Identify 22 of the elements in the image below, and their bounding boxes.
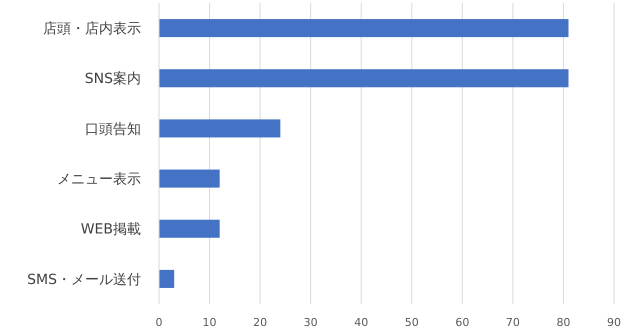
bar [159,119,280,138]
bar [159,170,220,188]
y-tick-label: WEB掲載 [80,222,141,238]
bar [159,270,174,288]
y-tick-label: メニュー表示 [57,171,141,188]
x-tick-label: 50 [404,316,419,329]
y-tick-label: SMS・メール送付 [27,272,141,288]
y-tick-label: 口頭告知 [85,121,141,138]
x-tick-label: 20 [253,316,268,329]
x-tick-label: 70 [506,316,520,329]
x-tick-label: 80 [556,316,570,329]
x-tick-label: 40 [354,316,368,329]
y-tick-label: 店頭・店内表示 [43,20,141,37]
x-tick-label: 90 [607,316,621,329]
x-tick-label: 30 [304,316,318,329]
bar [159,19,568,38]
x-tick-label: 0 [156,316,162,329]
x-tick-label: 60 [455,316,470,329]
x-tick-label: 10 [202,316,217,329]
bar [159,220,220,238]
y-tick-label: SNS案内 [84,70,141,88]
bar [159,69,568,88]
